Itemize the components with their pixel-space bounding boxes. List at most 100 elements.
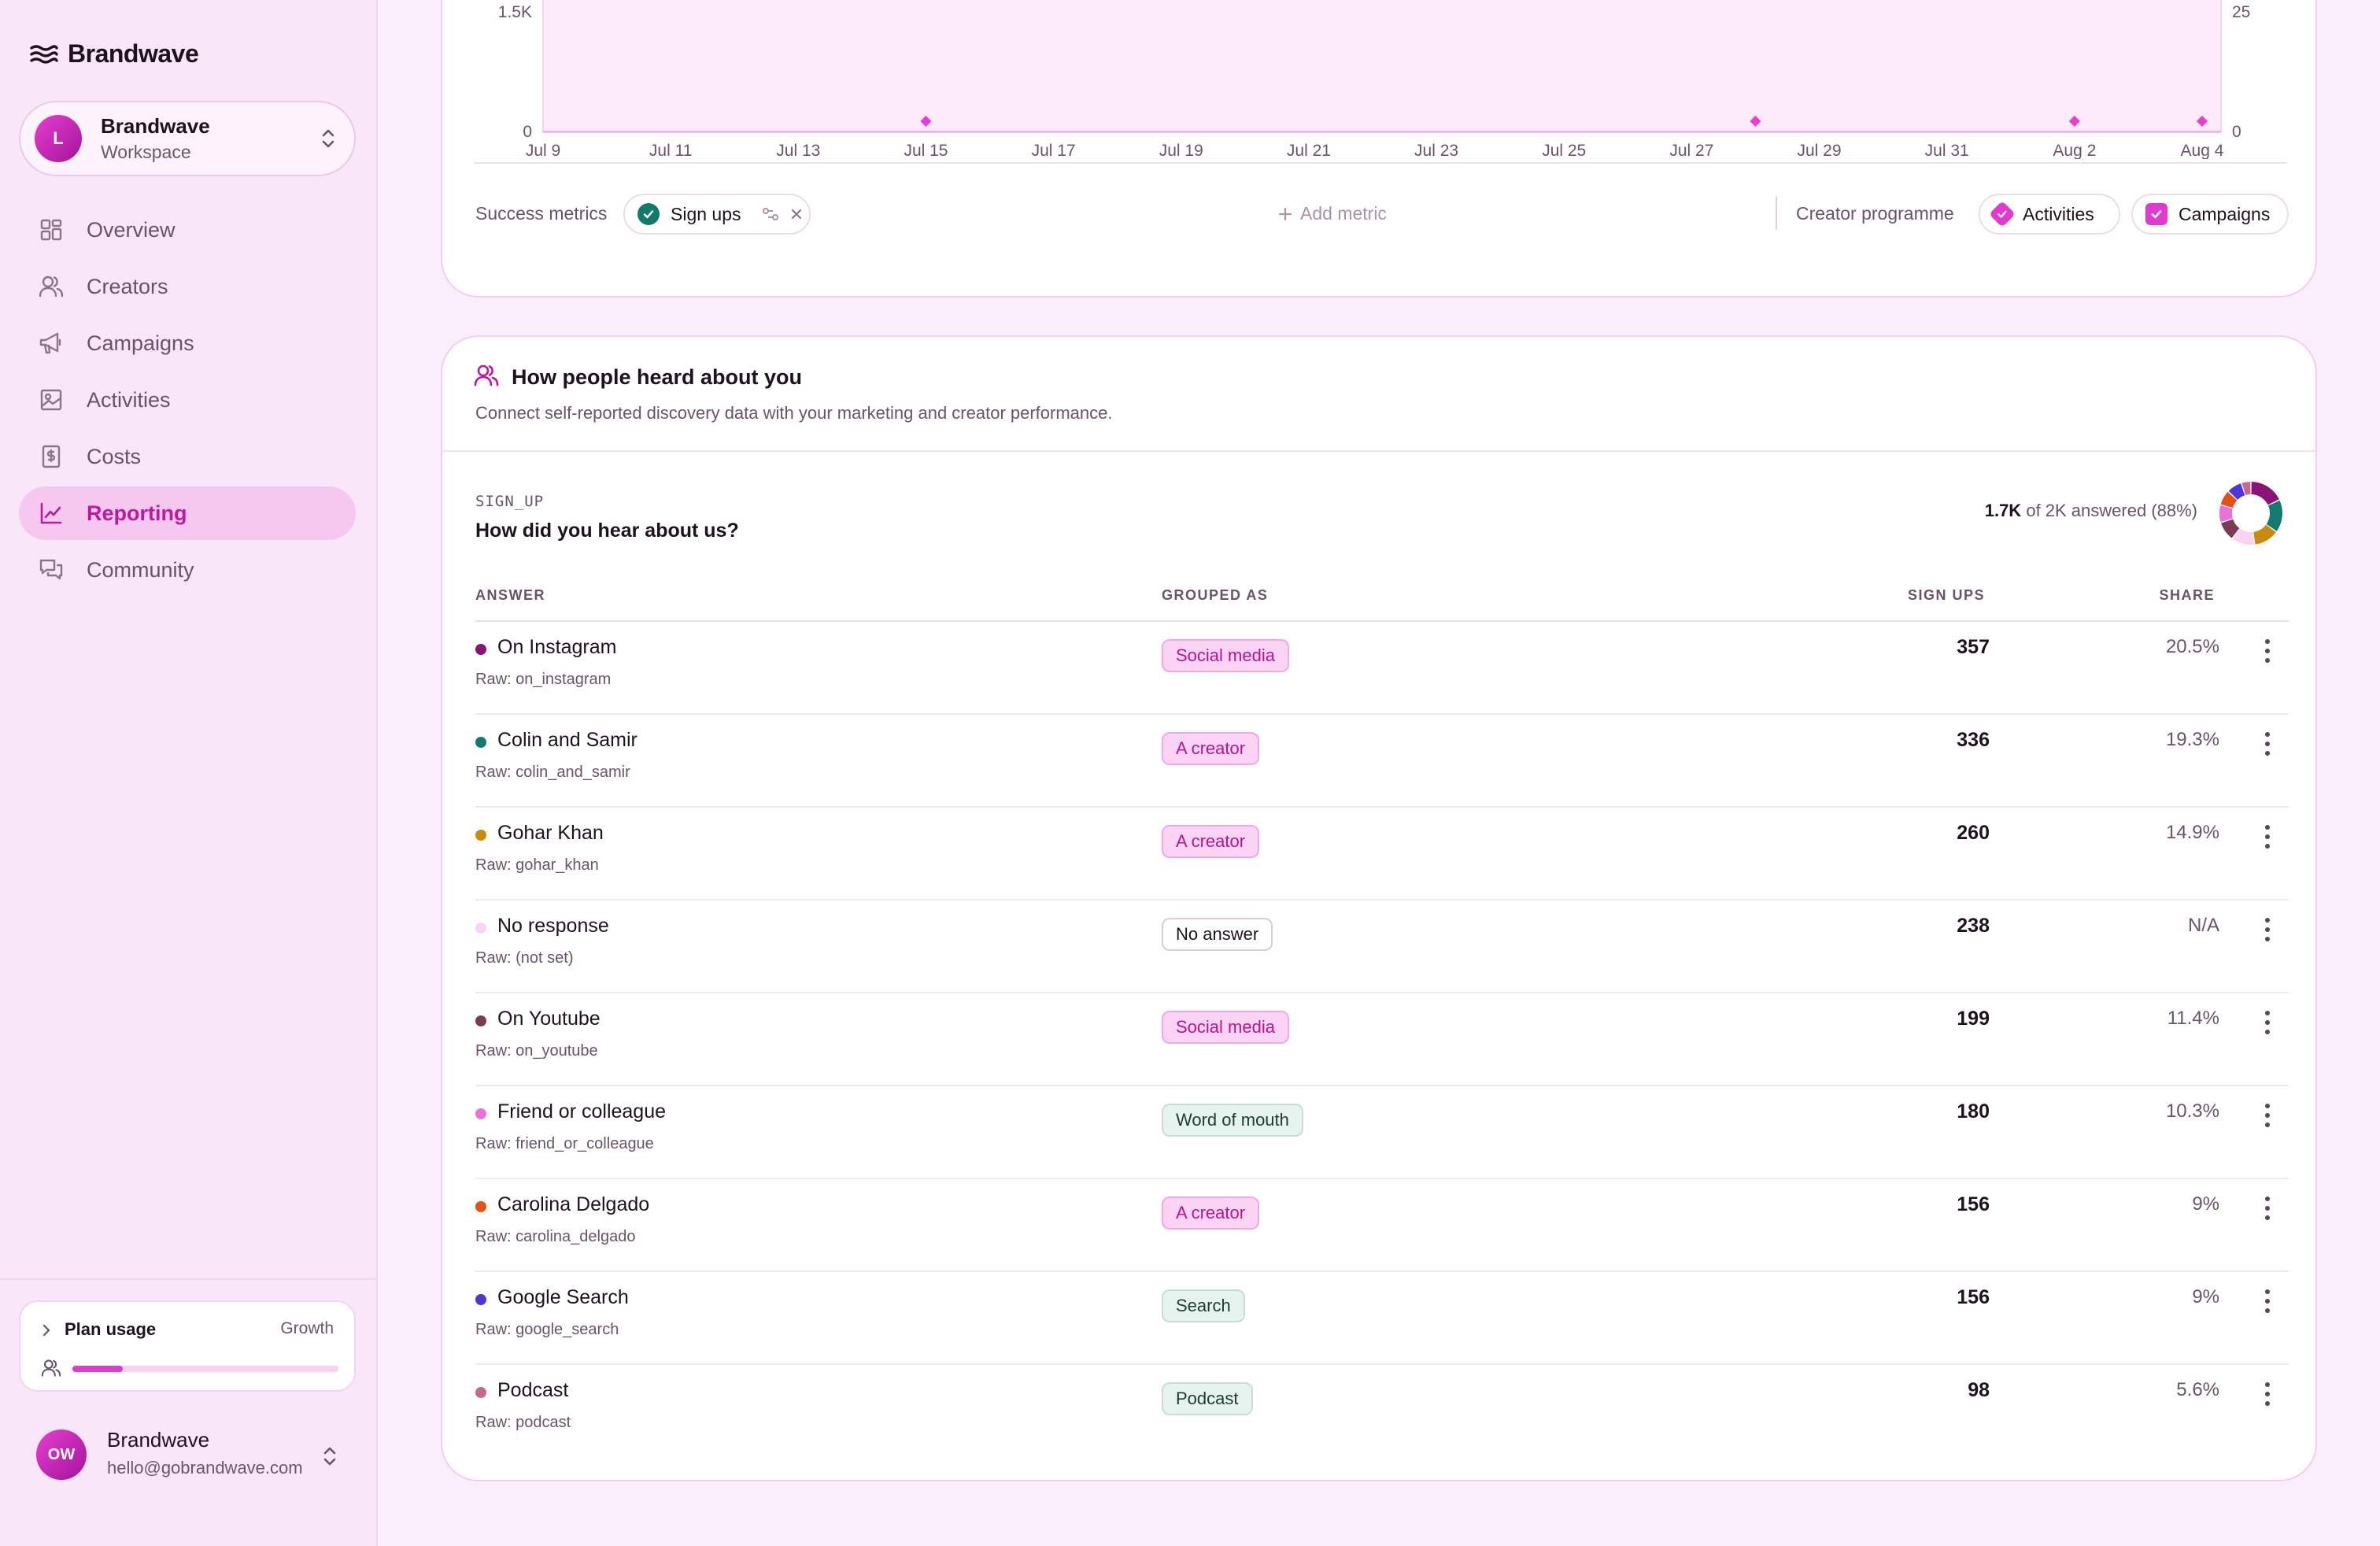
row-divider [475, 1178, 2289, 1179]
sidebar-item-community[interactable]: Community [19, 543, 356, 597]
grid-icon [40, 219, 62, 241]
group-tag[interactable]: Search [1162, 1289, 1245, 1322]
x-tick-label: Aug 2 [2053, 142, 2096, 159]
signups-count: 336 [1957, 729, 1990, 751]
sidebar-item-overview[interactable]: Overview [19, 203, 356, 257]
table-row[interactable]: Carolina Delgado Raw: carolina_delgado A c… [475, 1179, 2289, 1272]
group-tag[interactable]: Social media [1162, 639, 1289, 672]
group-tag[interactable]: No answer [1162, 918, 1273, 951]
x-tick-label: Jul 25 [1542, 142, 1586, 159]
success-metric-pill[interactable]: Sign ups [623, 194, 811, 235]
more-options-icon[interactable] [2264, 825, 2271, 849]
answer-color-dot [475, 923, 486, 934]
answer-raw-value: Raw: on_instagram [475, 671, 612, 688]
group-tag[interactable]: A creator [1162, 825, 1260, 858]
column-header-grouped[interactable]: GROUPED AS [1162, 587, 1269, 603]
sidebar-divider [0, 1278, 376, 1280]
signups-chart-card: 1.5K 0 25 0 Jul 9 Jul 11 Jul 13 Jul 15 Jul 17 Jul… [441, 0, 2317, 298]
column-header-signups[interactable]: SIGN UPS [1907, 587, 1985, 603]
answer-color-dot [475, 1294, 486, 1305]
more-options-icon[interactable] [2264, 1011, 2271, 1034]
more-options-icon[interactable] [2264, 1289, 2271, 1313]
table-row[interactable]: Colin and Samir Raw: colin_and_samir A cre… [475, 715, 2289, 808]
signups-count: 199 [1957, 1008, 1990, 1030]
creator-programme-label: Creator programme [1796, 203, 1954, 224]
table-row[interactable]: On Instagram Raw: on_instagram Social medi… [475, 622, 2289, 715]
success-metric-label: Sign ups [671, 203, 741, 224]
answer-raw-value: Raw: podcast [475, 1414, 571, 1431]
more-options-icon[interactable] [2264, 732, 2271, 756]
sidebar-item-reporting[interactable]: Reporting [19, 486, 356, 540]
success-metrics-label: Success metrics [475, 203, 608, 224]
sidebar-item-activities[interactable]: Activities [19, 373, 356, 427]
table-row[interactable]: Friend or colleague Raw: friend_or_collea… [475, 1086, 2289, 1179]
group-tag[interactable]: A creator [1162, 732, 1260, 765]
row-divider [475, 1085, 2289, 1086]
column-header-share[interactable]: SHARE [2159, 587, 2215, 603]
answer-raw-value: Raw: (not set) [475, 949, 574, 967]
workspace-switcher[interactable]: L Brandwave Workspace [19, 101, 356, 176]
answer-raw-value: Raw: google_search [475, 1321, 619, 1338]
x-tick-label: Jul 11 [649, 142, 692, 159]
campaigns-toggle[interactable]: Campaigns [2131, 194, 2289, 235]
chevron-up-down-icon [322, 129, 334, 148]
activity-marker[interactable] [920, 115, 932, 128]
users-icon [41, 1359, 61, 1377]
signups-count: 156 [1957, 1193, 1990, 1215]
share-percent: N/A [2187, 915, 2219, 936]
more-options-icon[interactable] [2264, 1382, 2271, 1406]
table-row[interactable]: Gohar Khan Raw: gohar_khan A creator 260 14.… [475, 808, 2289, 901]
section-description: Connect self-reported discovery data wit… [475, 403, 1113, 423]
sidebar-item-creators[interactable]: Creators [19, 260, 356, 313]
group-tag[interactable]: Podcast [1162, 1382, 1253, 1415]
table-row[interactable]: Google Search Raw: google_search Search 156… [475, 1272, 2289, 1365]
more-options-icon[interactable] [2264, 639, 2271, 663]
sidebar-item-costs[interactable]: Costs [19, 430, 356, 483]
answer-raw-value: Raw: on_youtube [475, 1042, 598, 1060]
table-row[interactable]: No response Raw: (not set) No answer 238 N/A [475, 901, 2289, 993]
table-row[interactable]: On Youtube Raw: on_youtube Social media 199… [475, 993, 2289, 1086]
group-tag[interactable]: Word of mouth [1162, 1104, 1303, 1137]
share-percent: 9% [2192, 1193, 2219, 1215]
brand-logo[interactable]: Brandwave [30, 39, 199, 68]
y-left-tick-label: 0 [523, 123, 532, 141]
plan-usage-fill [72, 1366, 124, 1372]
answer-name: No response [497, 915, 609, 937]
table-row[interactable]: Podcast Raw: podcast Podcast 98 5.6% [475, 1365, 2289, 1458]
activity-marker[interactable] [1750, 115, 1761, 128]
user-name: Brandwave [107, 1428, 210, 1452]
more-options-icon[interactable] [2264, 918, 2271, 941]
answer-name: On Youtube [497, 1008, 601, 1030]
discovery-survey-card: How people heard about you Connect self-… [441, 335, 2317, 1481]
add-metric-button[interactable]: Add metric [1278, 203, 1387, 224]
share-percent: 9% [2192, 1286, 2219, 1307]
row-divider [475, 992, 2289, 993]
question-key: SIGN_UP [475, 493, 545, 510]
sidebar-item-campaigns[interactable]: Campaigns [19, 316, 356, 370]
plan-usage-card[interactable]: Plan usage Growth [19, 1300, 356, 1392]
chart-plot-area [543, 0, 2221, 132]
plan-usage-bar [72, 1366, 338, 1372]
user-menu[interactable]: OW Brandwave hello@gobrandwave.com [19, 1422, 356, 1491]
signups-count: 238 [1957, 915, 1990, 937]
signups-count: 260 [1957, 822, 1990, 844]
diamond-check-icon [1989, 201, 2016, 227]
donut-slice [2251, 482, 2279, 505]
link-icon[interactable] [762, 207, 779, 221]
answered-summary: 1.7K of 2K answered (88%) [1985, 501, 2197, 521]
row-divider [475, 806, 2289, 808]
signups-count: 156 [1957, 1286, 1990, 1308]
x-tick-label: Jul 9 [526, 142, 560, 159]
wave-logo-icon [30, 44, 58, 64]
more-options-icon[interactable] [2264, 1104, 2271, 1127]
column-header-answer[interactable]: ANSWER [475, 587, 545, 603]
answer-raw-value: Raw: carolina_delgado [475, 1228, 636, 1245]
group-tag[interactable]: A creator [1162, 1196, 1260, 1230]
section-divider [442, 450, 2315, 452]
more-options-icon[interactable] [2264, 1196, 2271, 1220]
group-tag[interactable]: Social media [1162, 1011, 1289, 1044]
answer-raw-value: Raw: friend_or_colleague [475, 1135, 654, 1152]
activities-toggle[interactable]: Activities [1979, 194, 2120, 235]
close-icon[interactable] [790, 208, 803, 220]
sidebar-item-label: Creators [87, 274, 168, 298]
